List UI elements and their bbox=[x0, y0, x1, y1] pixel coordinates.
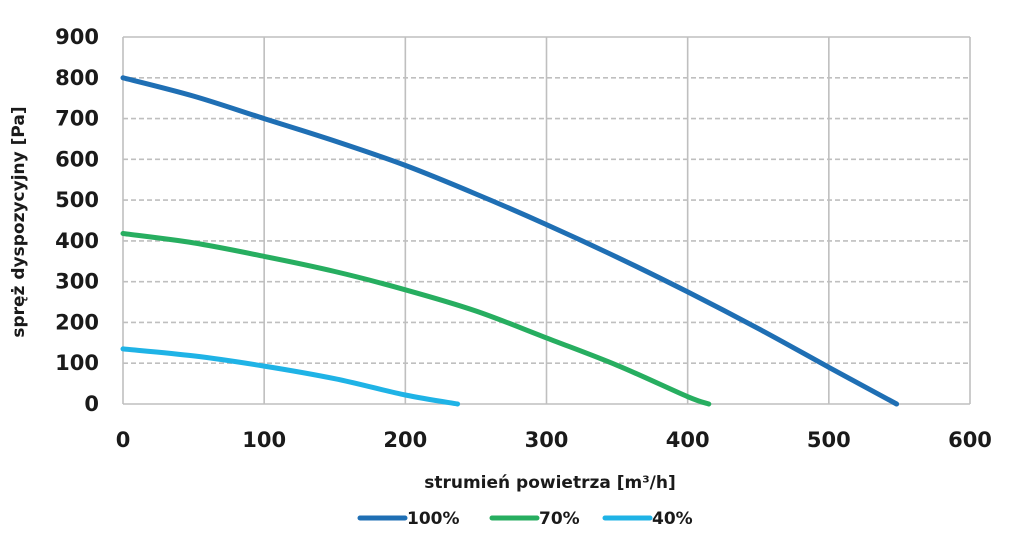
x-tick-label: 600 bbox=[948, 428, 992, 452]
x-tick-label: 400 bbox=[666, 428, 710, 452]
x-tick-label: 0 bbox=[116, 428, 131, 452]
legend: 100% 70% 40% bbox=[357, 509, 693, 529]
legend-label: 100% bbox=[407, 509, 460, 529]
x-axis-title: strumień powietrza [m³/h] bbox=[424, 473, 676, 493]
series-line-40pct bbox=[120, 346, 461, 407]
y-tick-label: 400 bbox=[55, 229, 99, 253]
x-tick-label: 200 bbox=[383, 428, 427, 452]
y-tick-label: 300 bbox=[55, 270, 99, 294]
x-tick-label: 300 bbox=[525, 428, 569, 452]
legend-label: 40% bbox=[652, 509, 693, 529]
y-tick-label: 700 bbox=[55, 107, 99, 131]
series-line-100pct bbox=[120, 75, 900, 407]
y-tick-label: 500 bbox=[55, 188, 99, 212]
y-tick-label: 100 bbox=[55, 351, 99, 375]
y-axis-title: spręż dyspozycyjny [Pa] bbox=[9, 106, 29, 337]
y-tick-label: 900 bbox=[55, 25, 99, 49]
grid bbox=[122, 36, 971, 405]
legend-label: 70% bbox=[539, 509, 580, 529]
x-axis-ticks: 0 100 200 300 400 500 600 bbox=[116, 428, 992, 452]
x-tick-label: 500 bbox=[807, 428, 851, 452]
y-tick-label: 0 bbox=[84, 392, 99, 416]
y-tick-label: 600 bbox=[55, 147, 99, 171]
series-lines bbox=[120, 75, 900, 407]
series-line-70pct bbox=[120, 231, 712, 407]
y-tick-label: 800 bbox=[55, 66, 99, 90]
x-tick-label: 100 bbox=[242, 428, 286, 452]
y-tick-label: 200 bbox=[55, 310, 99, 334]
y-axis-ticks: 0 100 200 300 400 500 600 700 800 900 bbox=[55, 25, 99, 416]
